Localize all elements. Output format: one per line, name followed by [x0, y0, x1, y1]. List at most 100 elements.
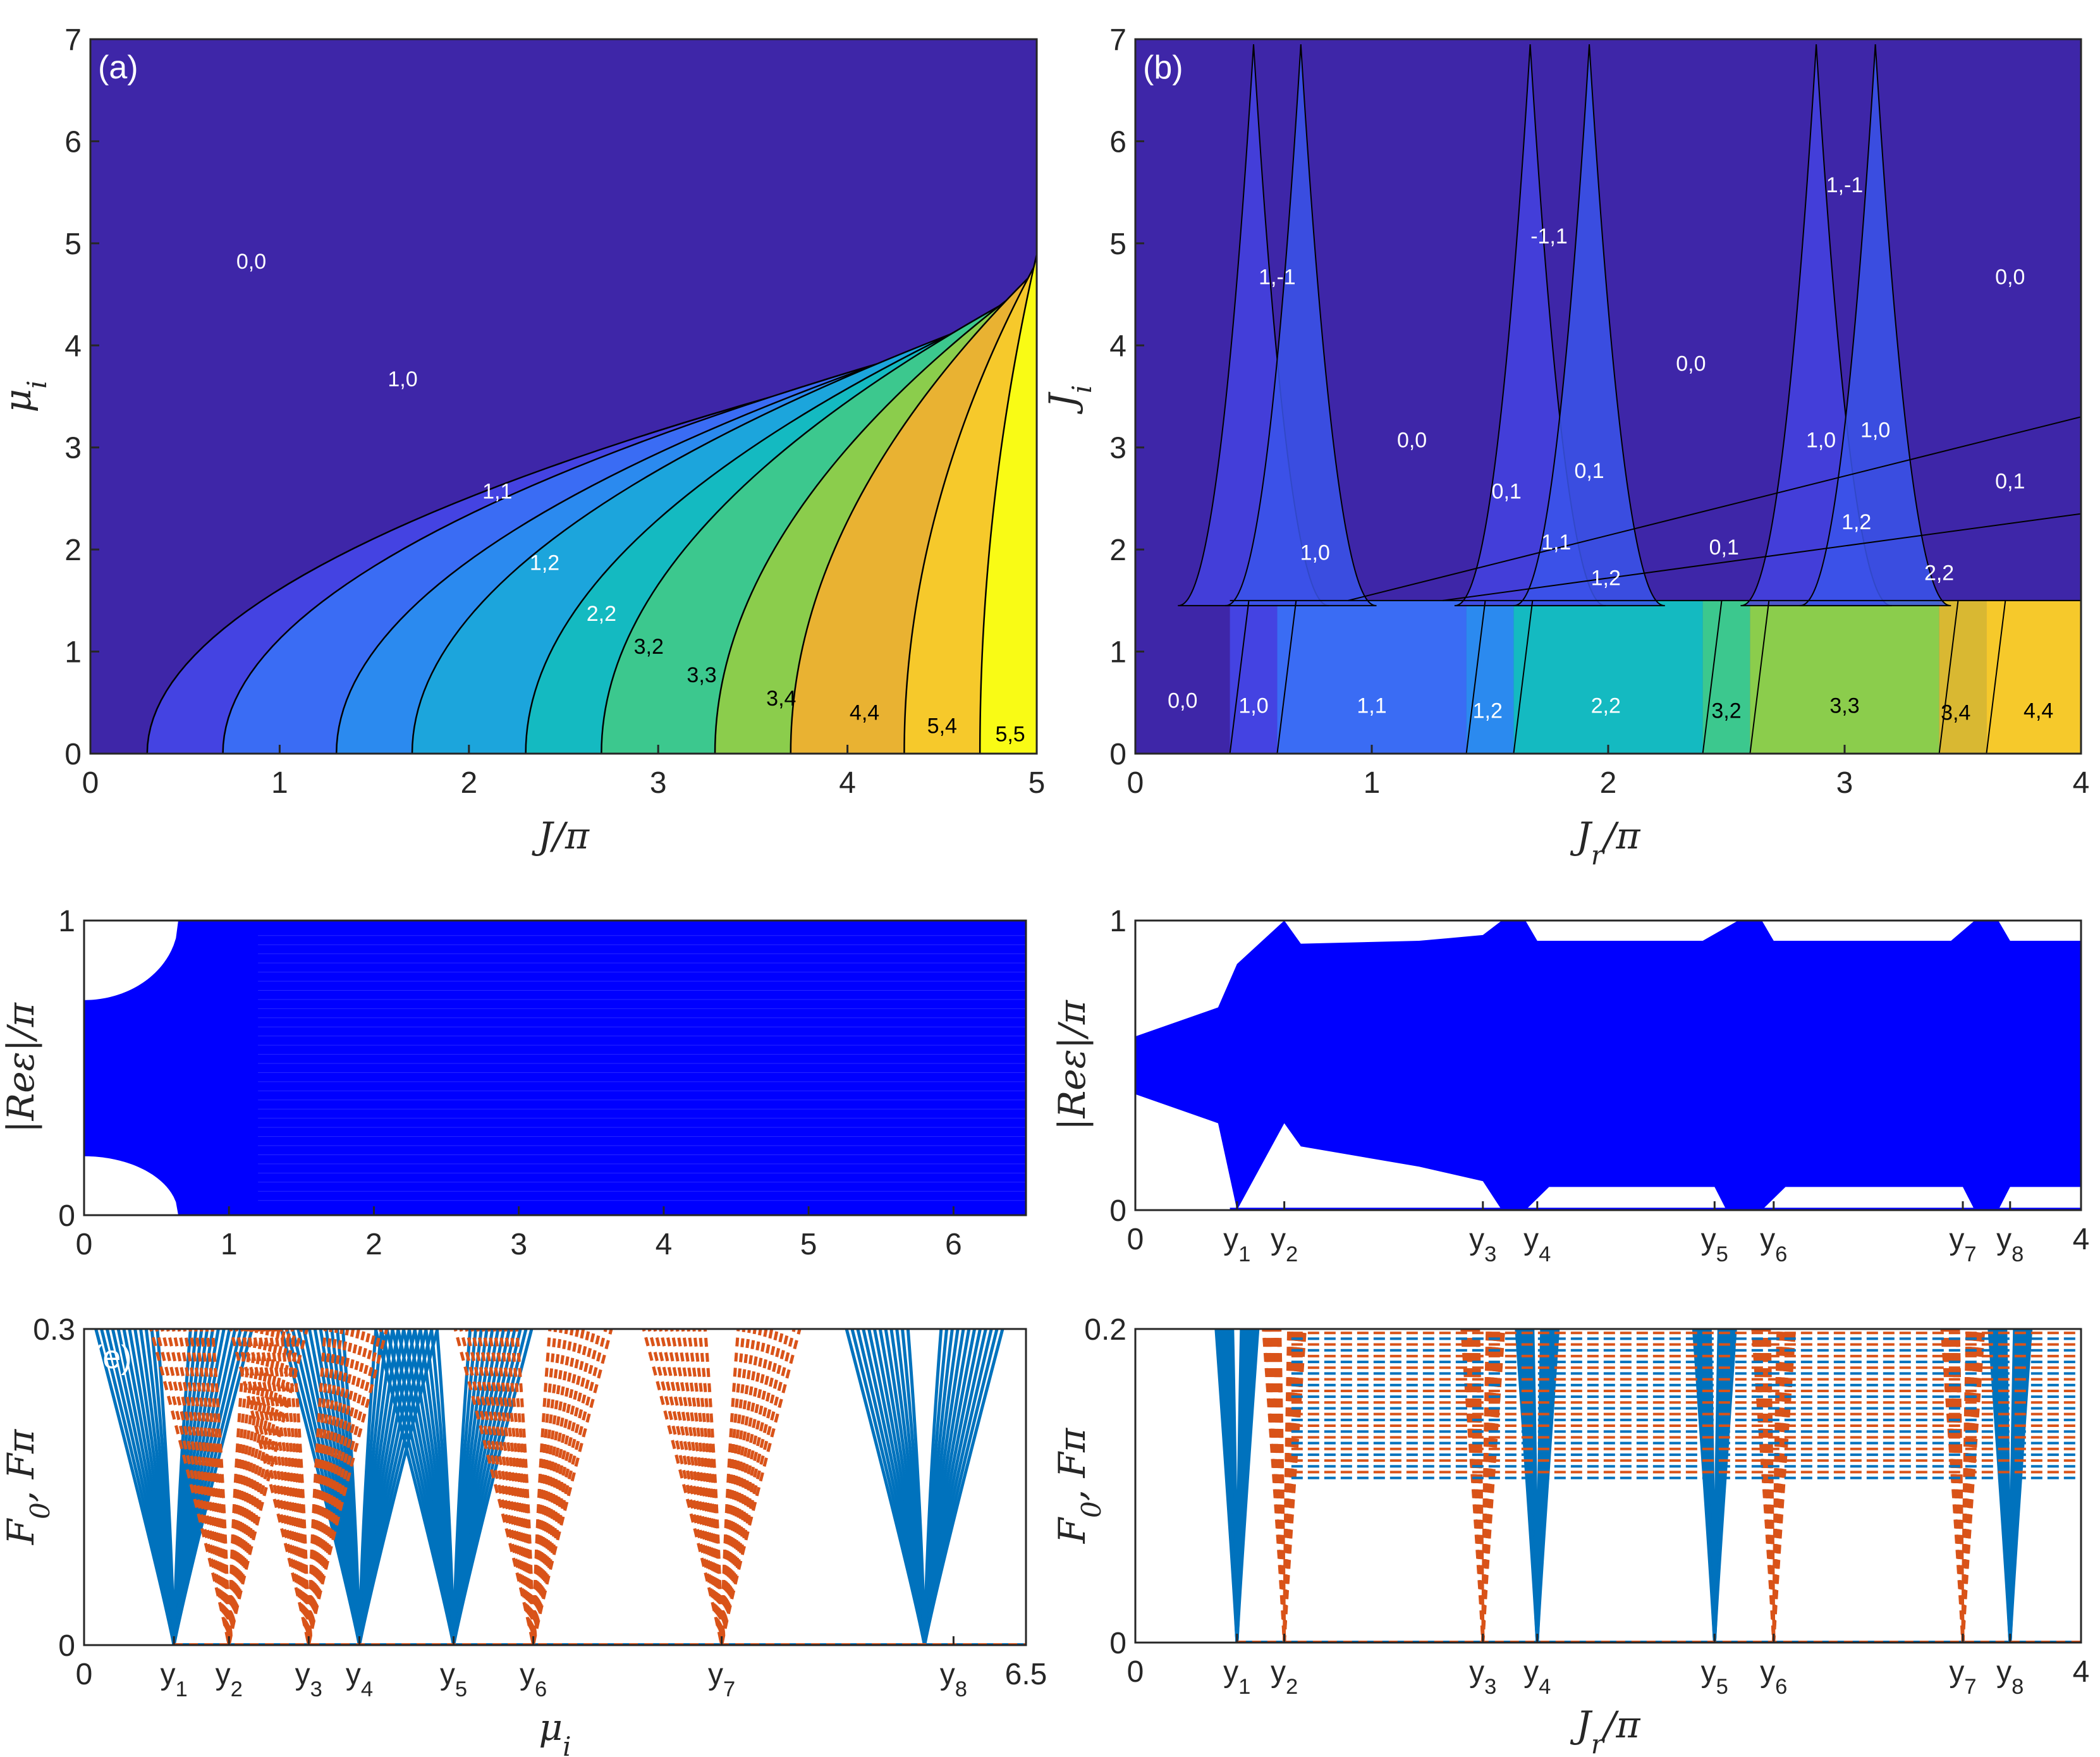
f-xtick-label: y4 [1523, 1655, 1551, 1699]
e-xtick-label: y4 [346, 1658, 373, 1701]
region-label: 0,0 [1995, 265, 2025, 289]
series-F-fan [279, 1329, 338, 1645]
series-F-fan [698, 1329, 746, 1645]
c-ytick-label: 0 [58, 1199, 75, 1233]
d-ylabel: |Reε|/π [1051, 1000, 1094, 1130]
series-F0-fan [401, 1329, 506, 1645]
series-F0-fan [867, 1329, 982, 1645]
series-F-fan [465, 1329, 602, 1645]
region-b-column [1513, 600, 1703, 754]
series-F-fan [155, 1329, 303, 1645]
series-F0-fan [156, 1329, 192, 1645]
c-xtick-label: 4 [656, 1228, 673, 1261]
region-label: 4,4 [850, 701, 879, 725]
panel-a-plot: 0,0 1,0 1,1 1,2 2,2 3,2 3,3 3,4 4,4 5,4 5,5 [90, 39, 1037, 754]
series-F0-fan [884, 1329, 965, 1645]
series-F0-fan [1531, 1329, 1544, 1643]
f-ytick-label: 0.2 [1084, 1313, 1126, 1347]
series-F-fan [245, 1329, 372, 1645]
f-xtick-label: y8 [1996, 1655, 2024, 1699]
a-ytick-label: 4 [64, 329, 82, 363]
region-label: 1,1 [1357, 694, 1386, 718]
panel-f: 0 y1 y2 y3 y4 y5 y6 y7 y8 4 0 0.2 Jr /π F0 , … [1051, 1313, 2089, 1757]
d-xtick-label: y2 [1271, 1223, 1298, 1266]
gap-c-bottom [84, 1156, 178, 1215]
cusp-b [1740, 44, 1892, 606]
d-xtick-label: y3 [1469, 1223, 1496, 1266]
a-ytick-label: 6 [64, 125, 82, 159]
region-label: 0,0 [1676, 352, 1706, 376]
f-xtick-label: y3 [1469, 1655, 1496, 1699]
d-xtick-label: y5 [1701, 1223, 1728, 1266]
cusp-b [1225, 44, 1377, 606]
a-panel-label: (a) [98, 49, 138, 86]
e-xtick-label: y8 [940, 1658, 967, 1701]
cusp-b [1799, 44, 1951, 606]
series-F0-fan [336, 1329, 384, 1645]
b-panel-label: (b) [1143, 49, 1183, 86]
f-panel-label: (f) [1143, 1339, 1174, 1376]
region-label: 1,0 [1860, 419, 1890, 443]
series-F-fan [257, 1329, 360, 1645]
region-label: 3,3 [687, 663, 716, 687]
region-b-column [1986, 600, 2081, 754]
series-F-fan [504, 1329, 563, 1645]
e-xtick-label: y2 [216, 1658, 243, 1701]
d-xtick-label: y7 [1949, 1223, 1976, 1266]
b-ytick-label: 2 [1109, 534, 1126, 567]
region-label: 0,1 [1709, 536, 1739, 560]
region-label: 1,1 [1541, 530, 1571, 554]
series-F-fan [211, 1329, 247, 1645]
f-xtick-label: y6 [1760, 1655, 1787, 1699]
b-xlabel: Jr /π [1570, 814, 1640, 871]
boundary-a-4 [411, 301, 1037, 754]
region-label: 1,-1 [1259, 265, 1296, 289]
series-F0-fan [862, 1329, 987, 1645]
e-xtick-label: y7 [708, 1658, 735, 1701]
series-F0-fan [2004, 1329, 2017, 1643]
boundary-a-2 [222, 318, 1037, 754]
boundary-a-8 [790, 268, 1037, 754]
region-label: 3,4 [766, 687, 796, 711]
region-label: 1,2 [1841, 510, 1871, 534]
panel-a-axes [89, 38, 1038, 755]
f-xtick-label: y5 [1701, 1655, 1728, 1699]
b-xtick-label: 4 [2073, 766, 2090, 800]
e-xlabel: μi [539, 1706, 571, 1757]
panel-d-plot [1135, 921, 2081, 1210]
series-F-fan [476, 1329, 591, 1645]
series-F0-fan [99, 1329, 248, 1645]
series-F-fan [262, 1329, 355, 1645]
a-xtick-label: 3 [650, 766, 667, 800]
series-F-fan [653, 1329, 790, 1645]
boundary-b-diag [1443, 513, 2081, 601]
series-F-fan [177, 1329, 281, 1645]
region-label: 0,0 [236, 250, 266, 274]
region-label: 0,0 [1397, 429, 1427, 453]
f-ytick-label: 0 [1109, 1627, 1126, 1660]
boundary-a-5 [525, 292, 1037, 754]
series-F0-fan [138, 1329, 209, 1645]
f-xlabel: Jr /π [1570, 1703, 1640, 1757]
series-F-fan [675, 1329, 768, 1645]
region-label: 3,2 [1711, 699, 1741, 723]
cusp-b [1454, 44, 1606, 606]
b-ylabel: Ji [1041, 385, 1097, 415]
cusp-b [1513, 44, 1665, 606]
c-xtick-label: 5 [800, 1228, 817, 1261]
e-ytick-label: 0.3 [33, 1313, 75, 1347]
panel-f-axes [1134, 1328, 2082, 1644]
b-ytick-label: 1 [1109, 636, 1126, 670]
boundary-b [1702, 600, 1723, 754]
series-F-fan [194, 1329, 264, 1645]
series-F0-fan [105, 1329, 243, 1645]
d-xtick-label: 0 [1127, 1223, 1144, 1256]
region-label: 1,-1 [1826, 173, 1864, 197]
panel-e: 0 y1 y2 y3 y4 y5 y6 y7 y8 6.5 0 0.3 μi F0 , … [0, 1313, 1047, 1757]
boundary-b [1229, 600, 1250, 754]
region-label: 0,0 [1168, 689, 1197, 713]
b-ytick-label: 5 [1109, 228, 1126, 261]
series-F0-fan [391, 1329, 516, 1645]
region-label: -1,1 [1530, 224, 1568, 248]
